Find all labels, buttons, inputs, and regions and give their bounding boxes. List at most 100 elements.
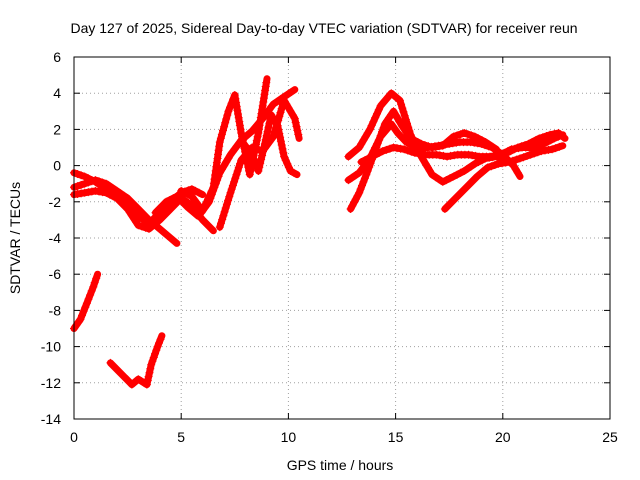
data-point bbox=[456, 130, 465, 139]
data-point bbox=[134, 221, 143, 230]
data-point bbox=[353, 192, 362, 200]
data-point bbox=[346, 205, 355, 213]
data-point bbox=[350, 198, 358, 207]
data-point bbox=[153, 342, 162, 351]
data-point bbox=[254, 129, 263, 137]
data-point bbox=[397, 100, 406, 109]
data-point bbox=[391, 110, 400, 119]
y-tick-label: -2 bbox=[49, 194, 62, 210]
data-point bbox=[84, 188, 93, 197]
data-point bbox=[261, 82, 270, 91]
data-point bbox=[496, 150, 505, 159]
data-point bbox=[210, 175, 219, 184]
data-point bbox=[365, 125, 374, 134]
data-point bbox=[212, 158, 221, 167]
data-point bbox=[453, 131, 462, 140]
data-point bbox=[219, 211, 228, 220]
data-point bbox=[234, 110, 242, 118]
data-point bbox=[260, 90, 269, 99]
data-point bbox=[78, 311, 86, 320]
data-point bbox=[544, 145, 553, 154]
data-point bbox=[277, 141, 286, 149]
data-point bbox=[200, 202, 209, 211]
data-point bbox=[425, 167, 434, 175]
y-axis-title: SDTVAR / TECUs bbox=[7, 182, 23, 294]
data-point bbox=[442, 176, 451, 185]
data-point bbox=[555, 142, 564, 151]
data-point bbox=[206, 224, 215, 232]
data-point bbox=[217, 219, 225, 228]
data-point bbox=[219, 126, 227, 135]
data-point bbox=[369, 117, 378, 126]
data-point bbox=[195, 188, 204, 197]
data-point bbox=[506, 147, 515, 156]
data-point bbox=[227, 185, 236, 194]
data-point bbox=[259, 143, 268, 152]
y-tick-label: 4 bbox=[53, 85, 61, 101]
data-point bbox=[510, 145, 519, 154]
data-point bbox=[389, 143, 398, 152]
data-point bbox=[87, 177, 96, 186]
data-point bbox=[376, 131, 385, 140]
data-point bbox=[127, 211, 136, 220]
data-point bbox=[287, 88, 296, 96]
data-point bbox=[371, 113, 380, 122]
data-point bbox=[503, 148, 512, 157]
data-point bbox=[95, 177, 103, 186]
data-point bbox=[382, 145, 391, 154]
data-point bbox=[265, 119, 274, 128]
data-point bbox=[257, 109, 266, 118]
data-point bbox=[95, 187, 103, 196]
data-point bbox=[467, 131, 476, 140]
data-point bbox=[177, 186, 186, 195]
x-axis-title: GPS time / hours bbox=[287, 457, 394, 473]
data-point bbox=[259, 98, 268, 106]
data-point bbox=[468, 151, 477, 160]
data-point bbox=[289, 168, 298, 177]
series-markers-arc-7 bbox=[177, 78, 271, 215]
data-point bbox=[211, 171, 220, 179]
data-point bbox=[357, 139, 366, 148]
data-point bbox=[273, 121, 282, 130]
data-point bbox=[541, 146, 549, 155]
series-markers-arc-3 bbox=[70, 186, 215, 233]
data-point bbox=[400, 111, 409, 120]
data-point bbox=[351, 195, 360, 204]
data-point bbox=[413, 138, 422, 147]
data-point bbox=[355, 143, 364, 152]
x-tick-label: 5 bbox=[177, 429, 185, 445]
data-point bbox=[230, 91, 239, 99]
data-point bbox=[395, 96, 404, 105]
data-point bbox=[464, 150, 473, 159]
data-point bbox=[262, 131, 271, 140]
data-point bbox=[291, 118, 300, 127]
data-point bbox=[249, 154, 258, 163]
y-tick-label: -6 bbox=[49, 266, 62, 282]
data-point bbox=[221, 204, 230, 212]
data-point bbox=[355, 188, 364, 197]
data-point bbox=[216, 134, 225, 143]
data-point bbox=[470, 132, 479, 141]
data-point bbox=[494, 159, 503, 168]
data-point bbox=[466, 138, 475, 147]
data-point bbox=[231, 174, 240, 183]
data-point bbox=[357, 158, 366, 166]
data-point bbox=[275, 112, 284, 121]
data-point bbox=[191, 186, 200, 195]
data-point bbox=[362, 170, 371, 179]
data-point bbox=[77, 189, 86, 198]
data-point bbox=[82, 299, 91, 308]
data-point bbox=[81, 303, 90, 312]
data-point bbox=[470, 159, 479, 168]
data-point bbox=[141, 223, 150, 232]
ticks: 0 5 10 15 20 25 -14 -12 -10 -8 -6 -4 -2 0 2 4 6 bbox=[41, 49, 618, 445]
data-point bbox=[378, 147, 387, 156]
data-point bbox=[260, 139, 269, 148]
series-markers-arc-5 bbox=[106, 335, 165, 389]
data-point bbox=[80, 172, 89, 181]
data-point bbox=[414, 149, 423, 158]
data-point bbox=[512, 155, 521, 164]
data-point bbox=[474, 134, 483, 143]
data-point bbox=[86, 291, 95, 299]
